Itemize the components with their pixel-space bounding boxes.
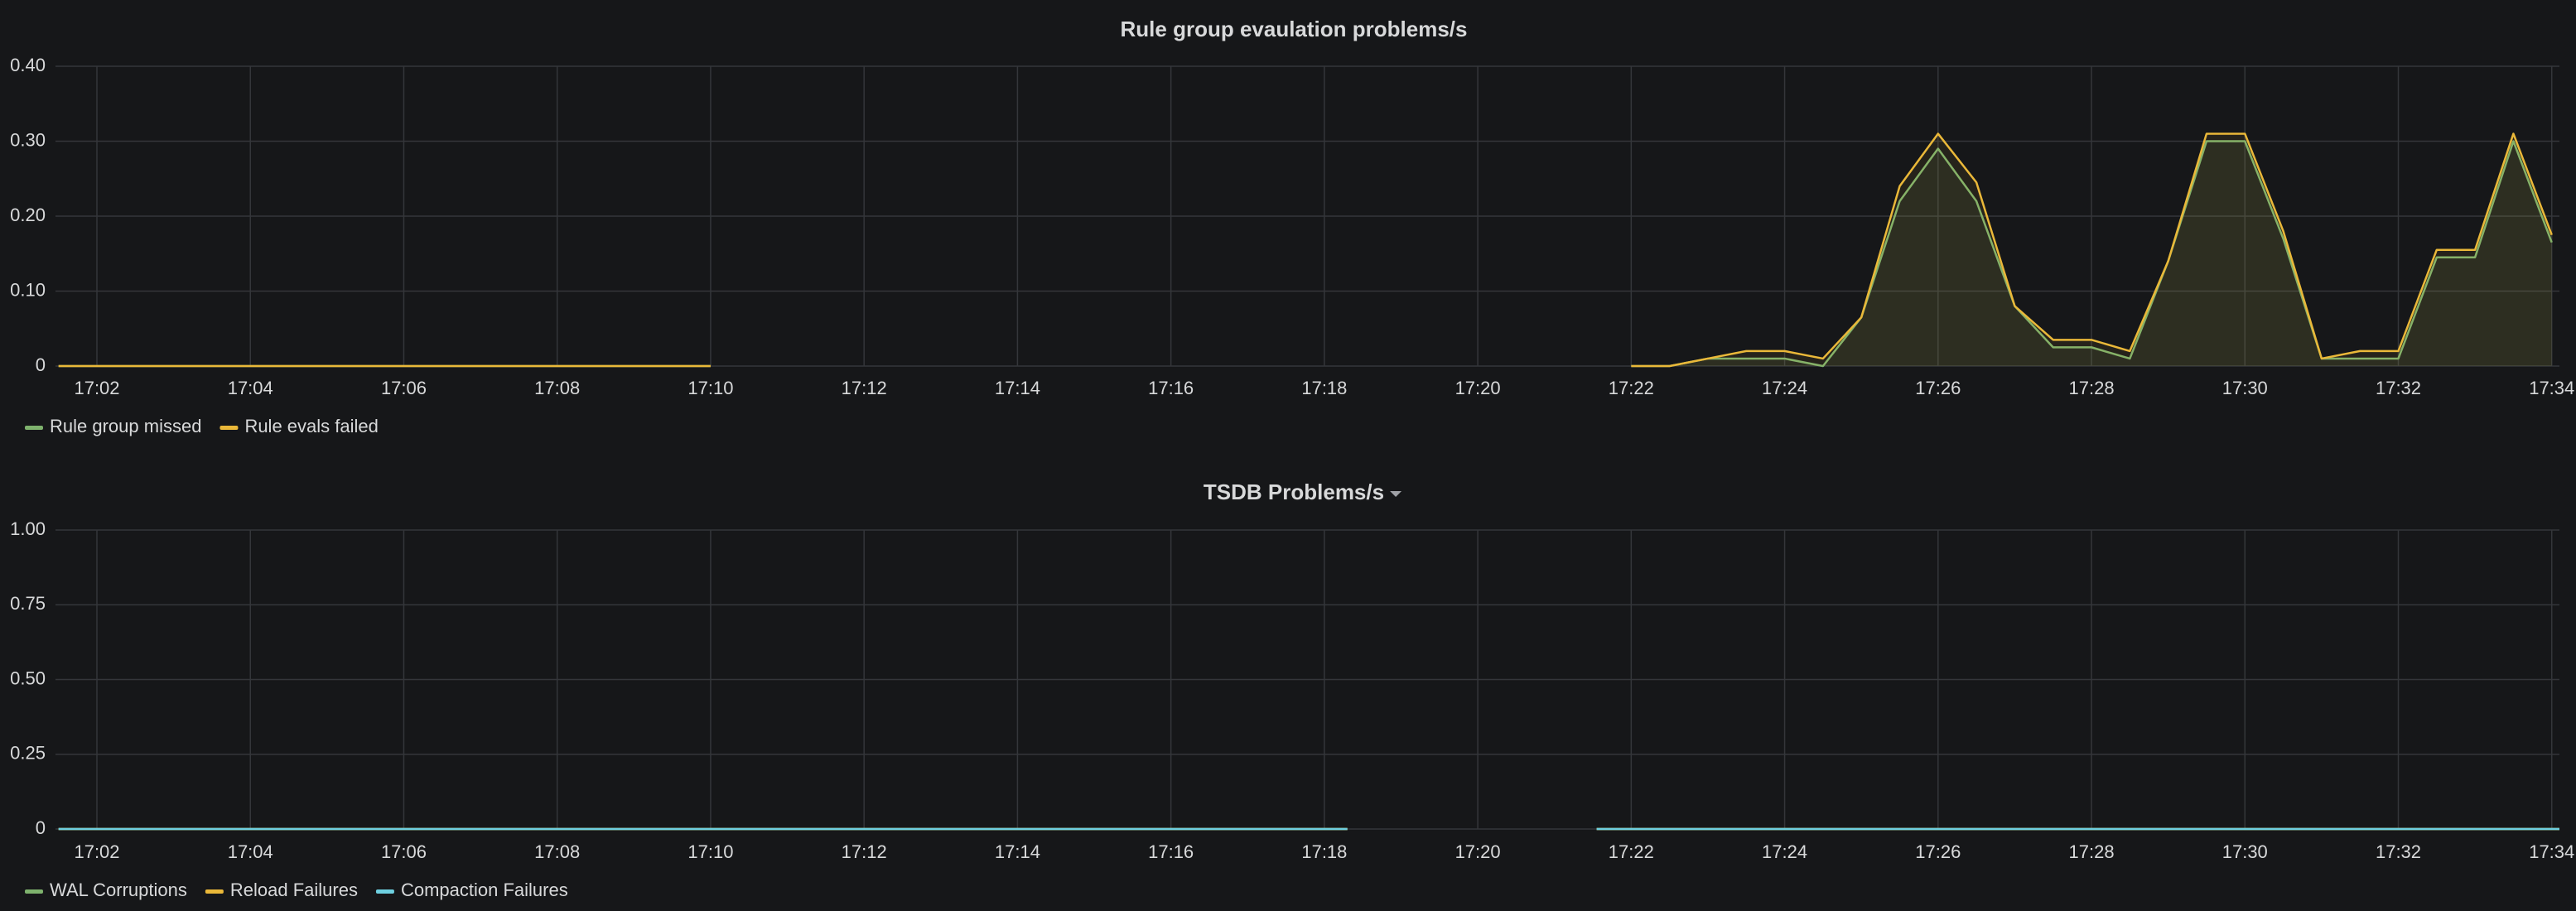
x-tick-label: 17:22	[1609, 841, 1654, 862]
legend-label[interactable]: WAL Corruptions	[50, 880, 187, 900]
x-tick-label: 17:30	[2222, 841, 2268, 862]
x-tick-label: 17:24	[1762, 841, 1807, 862]
legend-swatch[interactable]	[25, 426, 43, 430]
x-tick-label: 17:34	[2529, 841, 2574, 862]
x-tick-label: 17:10	[687, 378, 733, 398]
series-area	[58, 133, 2552, 366]
x-tick-label: 17:32	[2376, 378, 2421, 398]
x-tick-label: 17:20	[1455, 378, 1501, 398]
x-tick-label: 17:18	[1301, 841, 1347, 862]
x-tick-label: 17:28	[2069, 378, 2115, 398]
y-tick-label: 0.40	[10, 55, 46, 75]
y-tick-label: 0.30	[10, 129, 46, 150]
series-line	[58, 133, 2553, 368]
legend-label[interactable]: Rule group missed	[50, 416, 201, 436]
y-tick-label: 0.50	[10, 668, 46, 688]
x-tick-label: 17:10	[687, 841, 733, 862]
series-area	[58, 141, 2552, 366]
y-tick-label: 0	[36, 354, 46, 375]
y-tick-label: 1.00	[10, 518, 46, 539]
legend-swatch[interactable]	[219, 426, 239, 430]
x-tick-label: 17:28	[2069, 841, 2115, 862]
x-tick-label: 17:26	[1915, 841, 1961, 862]
legend-label[interactable]: Reload Failures	[230, 880, 358, 900]
legend-swatch[interactable]	[25, 889, 43, 894]
y-tick-label: 0	[36, 817, 46, 838]
x-tick-label: 17:08	[534, 841, 580, 862]
x-tick-label: 17:04	[228, 841, 273, 862]
x-tick-label: 17:26	[1915, 378, 1961, 398]
y-tick-label: 0.75	[10, 593, 46, 614]
x-tick-label: 17:06	[381, 378, 427, 398]
legend-swatch[interactable]	[375, 889, 394, 894]
x-tick-label: 17:34	[2529, 378, 2574, 398]
legend-swatch[interactable]	[205, 889, 224, 894]
x-tick-label: 17:08	[534, 378, 580, 398]
y-tick-label: 0.20	[10, 205, 46, 225]
y-tick-label: 0.10	[10, 279, 46, 300]
x-tick-label: 17:02	[74, 378, 119, 398]
x-tick-label: 17:02	[74, 841, 119, 862]
menu-caret[interactable]	[1390, 491, 1402, 497]
legend-label[interactable]: Compaction Failures	[401, 880, 568, 900]
x-tick-label: 17:14	[995, 841, 1040, 862]
x-tick-label: 17:14	[995, 378, 1040, 398]
x-tick-label: 17:06	[381, 841, 427, 862]
panel-title[interactable]: TSDB Problems/s	[1204, 480, 1384, 504]
x-tick-label: 17:24	[1762, 378, 1807, 398]
x-tick-label: 17:22	[1609, 378, 1654, 398]
x-tick-label: 17:18	[1301, 378, 1347, 398]
x-tick-label: 17:12	[842, 378, 887, 398]
panel-title: Rule group evaulation problems/s	[1121, 17, 1468, 41]
x-tick-label: 17:20	[1455, 841, 1501, 862]
x-tick-label: 17:32	[2376, 841, 2421, 862]
x-tick-label: 17:04	[228, 378, 273, 398]
x-tick-label: 17:12	[842, 841, 887, 862]
legend-label[interactable]: Rule evals failed	[244, 416, 378, 436]
x-tick-label: 17:30	[2222, 378, 2268, 398]
y-tick-label: 0.25	[10, 743, 46, 764]
x-tick-label: 17:16	[1148, 378, 1194, 398]
x-tick-label: 17:16	[1148, 841, 1194, 862]
